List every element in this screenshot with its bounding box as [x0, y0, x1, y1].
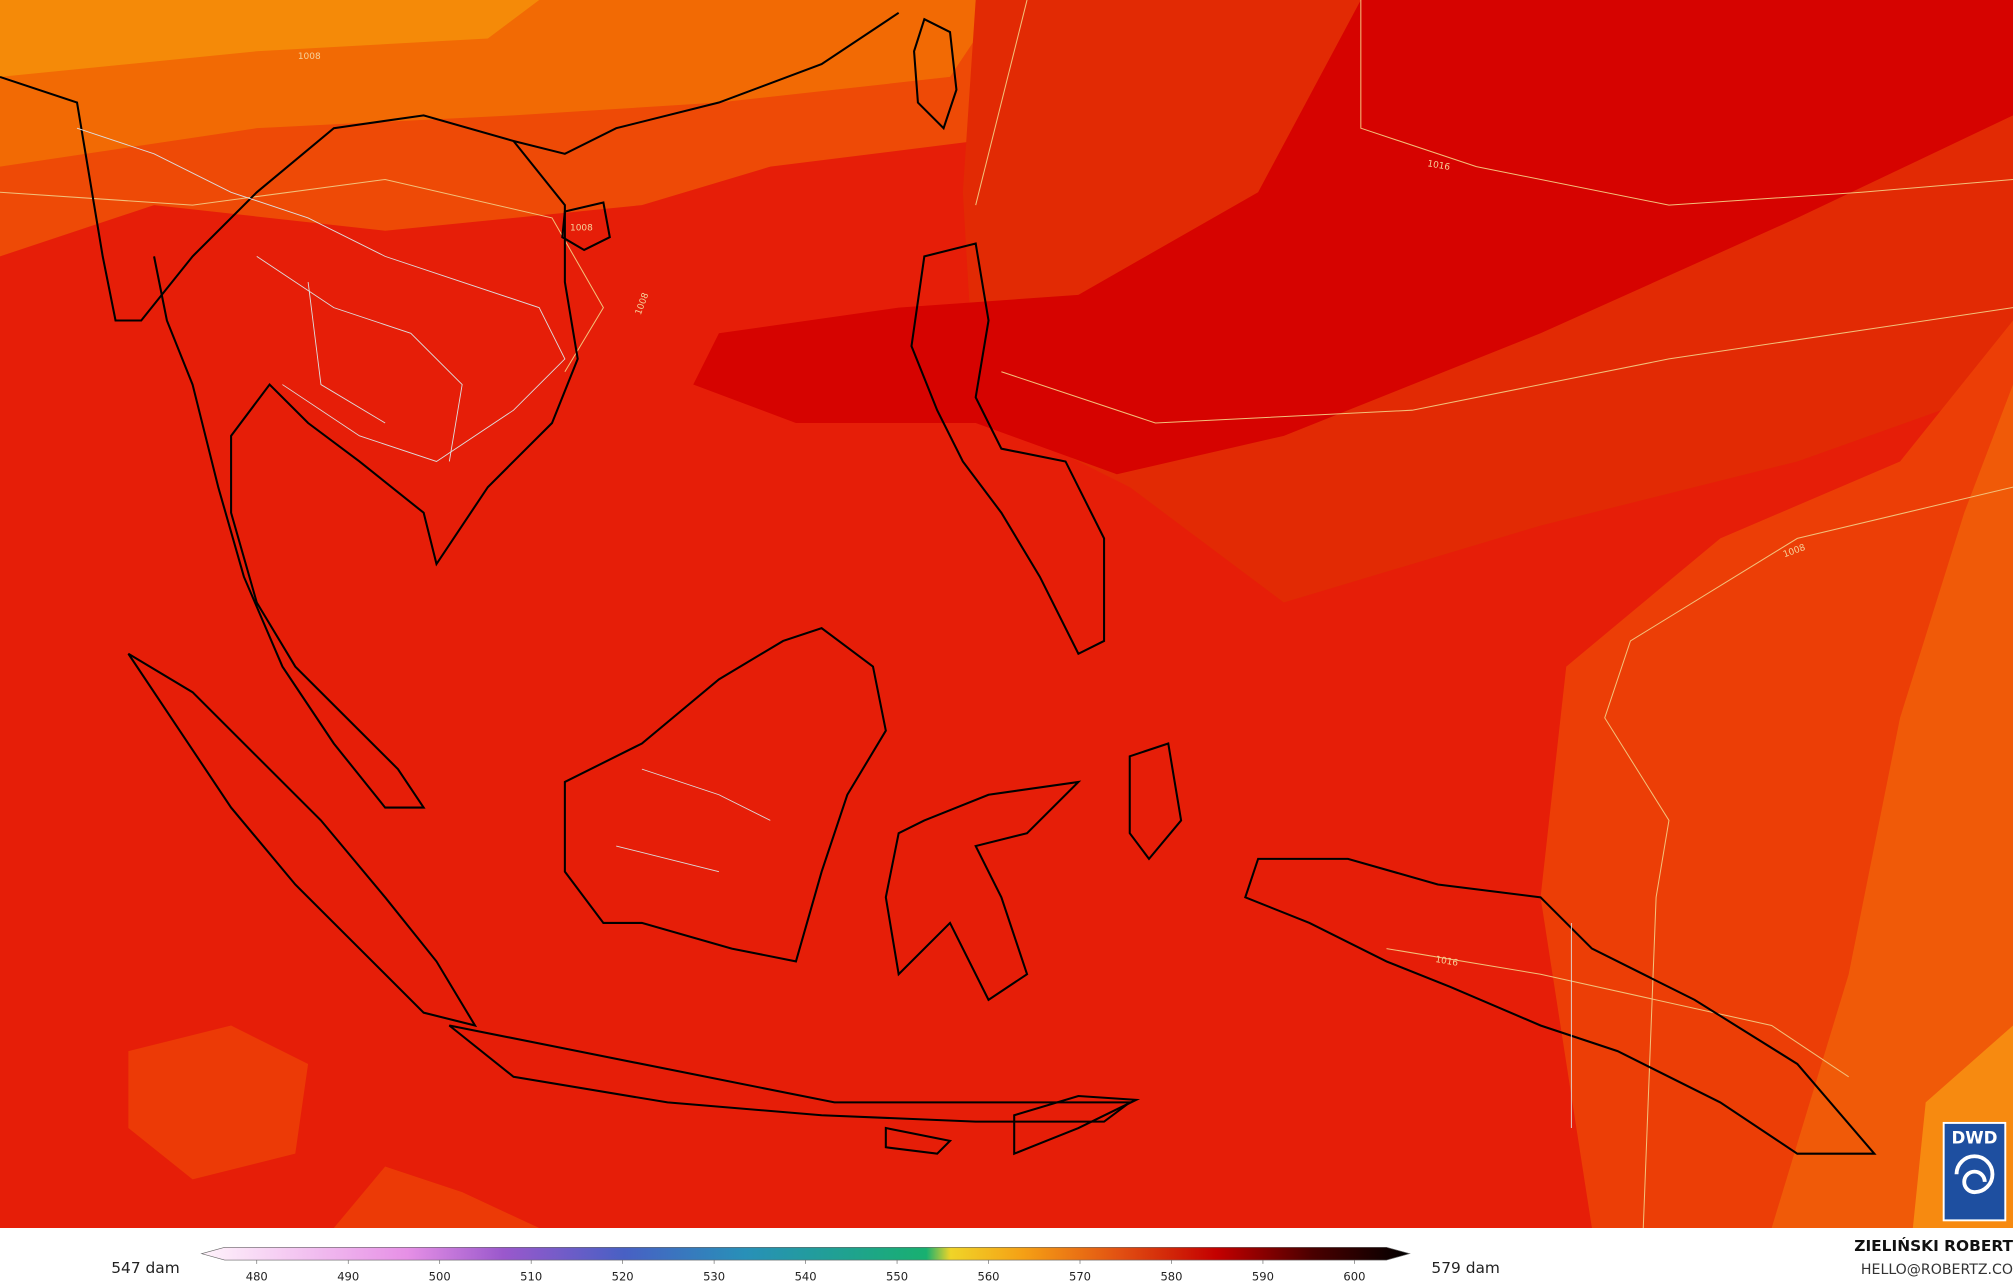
isobar-label: 1016 [1434, 955, 1459, 969]
isobar-label: 1008 [570, 224, 593, 234]
colorbar-ticks: 480 490 500 510 520 530 540 550 560 570 580 590 600 [246, 1260, 1365, 1284]
colorbar-tick-label: 570 [1069, 1270, 1091, 1284]
colorbar-tick-label: 510 [520, 1270, 542, 1284]
colorbar-tick-label: 520 [612, 1270, 634, 1284]
colorbar-tick-label: 500 [429, 1270, 451, 1284]
colorbar-tick-label: 490 [337, 1270, 359, 1284]
isobar-label: 1008 [298, 52, 321, 62]
colorbar-tick-label: 580 [1160, 1270, 1182, 1284]
colorbar-tick-label: 590 [1252, 1270, 1274, 1284]
colorbar-tick-label: 530 [703, 1270, 725, 1284]
dwd-logo: DWD [1942, 1121, 2007, 1222]
coastlines [0, 11, 1877, 1156]
legend-max-label: 579 dam [1431, 1259, 1499, 1277]
colorbar [200, 1246, 1411, 1261]
colorbar-tick-label: 550 [886, 1270, 908, 1284]
map-field [0, 0, 2013, 1229]
logo-text: DWD [1951, 1128, 1997, 1147]
isobars [0, 0, 2013, 1229]
colorbar-tick-label: 540 [795, 1270, 817, 1284]
isobar-label: 1016 [1427, 159, 1452, 173]
borders [76, 127, 1572, 1129]
colorbar-tick-label: 560 [978, 1270, 1000, 1284]
colorbar-tick-label: 600 [1343, 1270, 1365, 1284]
colorbar-tick-label: 480 [246, 1270, 268, 1284]
legend-min-label: 547 dam [111, 1259, 179, 1277]
author: ZIELIŃSKI ROBERT [1854, 1236, 2013, 1255]
email: HELLO@ROBERTZ.CO [1861, 1262, 2013, 1278]
